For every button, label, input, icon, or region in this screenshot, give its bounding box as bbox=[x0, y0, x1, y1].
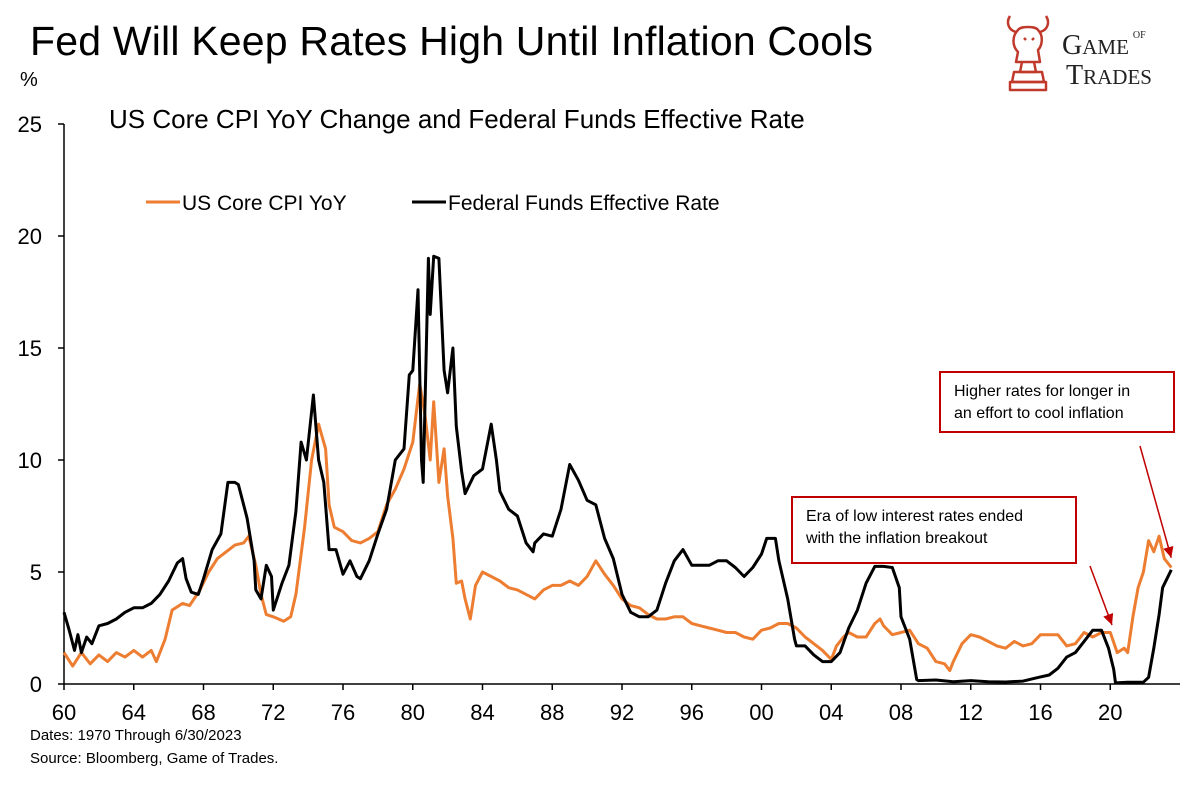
logo-text: RADES bbox=[1083, 65, 1152, 89]
x-tick-label: 76 bbox=[331, 700, 355, 725]
footer-source: Source: Bloomberg, Game of Trades. bbox=[30, 750, 279, 767]
y-tick-label: 5 bbox=[30, 560, 42, 585]
annotation-arrow-head bbox=[1163, 545, 1174, 558]
brand-logo: GAME OF TRADES bbox=[1000, 10, 1170, 100]
x-tick-label: 04 bbox=[819, 700, 843, 725]
y-tick-label: 0 bbox=[30, 672, 42, 697]
x-tick-label: 88 bbox=[540, 700, 564, 725]
logo-of: OF bbox=[1132, 30, 1146, 41]
legend-label: US Core CPI YoY bbox=[182, 192, 347, 215]
bull-knight-icon bbox=[1006, 15, 1050, 92]
logo-letter: G bbox=[1062, 30, 1083, 61]
x-tick-label: 00 bbox=[749, 700, 773, 725]
x-tick-label: 84 bbox=[470, 700, 494, 725]
x-tick-label: 08 bbox=[889, 700, 913, 725]
x-tick-label: 20 bbox=[1098, 700, 1122, 725]
logo-text: AME bbox=[1082, 35, 1129, 59]
x-tick-label: 60 bbox=[52, 700, 76, 725]
x-tick-label: 64 bbox=[122, 700, 146, 725]
annotation-text: Higher rates for longer in bbox=[954, 383, 1130, 400]
annotation-text: Era of low interest rates ended bbox=[806, 508, 1023, 525]
x-tick-label: 12 bbox=[959, 700, 983, 725]
annotation-text: an effort to cool inflation bbox=[954, 405, 1124, 422]
y-axis-label: % bbox=[20, 69, 38, 91]
y-tick-label: 10 bbox=[18, 448, 42, 473]
logo-wordmark-2: TRADES bbox=[1066, 60, 1152, 92]
logo-wordmark: GAME OF bbox=[1062, 30, 1146, 62]
y-tick-label: 25 bbox=[18, 112, 42, 137]
footer-dates: Dates: 1970 Through 6/30/2023 bbox=[30, 727, 242, 744]
y-tick-label: 15 bbox=[18, 336, 42, 361]
x-tick-label: 92 bbox=[610, 700, 634, 725]
x-tick-label: 16 bbox=[1028, 700, 1052, 725]
legend-label: Federal Funds Effective Rate bbox=[448, 192, 720, 215]
x-tick-label: 72 bbox=[261, 700, 285, 725]
y-tick-label: 20 bbox=[18, 224, 42, 249]
chart-title: US Core CPI YoY Change and Federal Funds… bbox=[109, 104, 805, 134]
x-tick-label: 68 bbox=[191, 700, 215, 725]
x-tick-label: 80 bbox=[401, 700, 425, 725]
annotation-arrow-head bbox=[1103, 613, 1114, 625]
series-line-fed-funds bbox=[62, 254, 1173, 685]
annotation-text: with the inflation breakout bbox=[805, 530, 988, 547]
annotation-arrow-line bbox=[1139, 445, 1173, 558]
annotation-box bbox=[939, 371, 1175, 433]
annotation-box bbox=[791, 496, 1077, 564]
page-title: Fed Will Keep Rates High Until Inflation… bbox=[30, 18, 874, 64]
logo-letter: T bbox=[1066, 60, 1084, 91]
x-tick-label: 96 bbox=[680, 700, 704, 725]
